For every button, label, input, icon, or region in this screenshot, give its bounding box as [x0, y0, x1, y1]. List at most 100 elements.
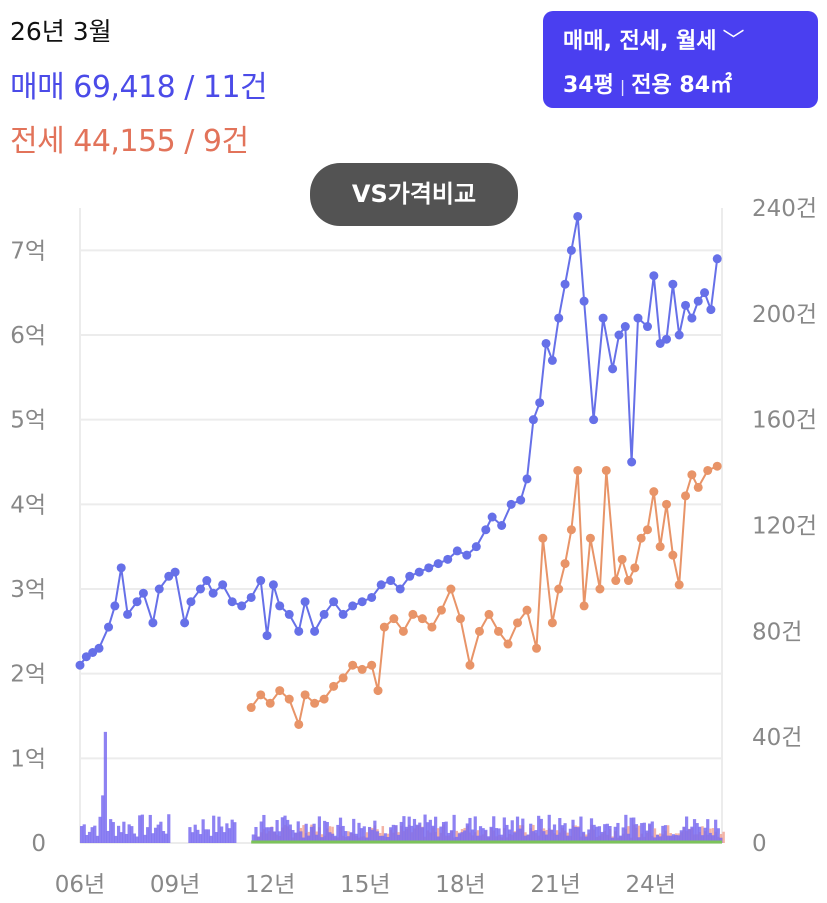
data-point	[227, 597, 237, 607]
data-point	[256, 690, 266, 700]
volume-bar	[603, 824, 607, 843]
data-point	[268, 580, 278, 590]
volume-bar	[360, 828, 364, 843]
volume-bar	[362, 826, 366, 843]
volume-bar	[106, 830, 110, 843]
volume-bar	[93, 825, 97, 843]
y-left-tick-label: 2억	[10, 662, 46, 688]
volume-bar	[103, 731, 107, 843]
data-point	[357, 597, 367, 607]
volume-bar	[352, 818, 356, 843]
y-right-tick-label: 0	[752, 831, 767, 857]
volume-bar	[381, 826, 385, 843]
volume-bar	[251, 834, 255, 843]
data-point	[623, 576, 633, 586]
y-right-tick-label: 80건	[752, 619, 802, 645]
data-point	[579, 296, 589, 306]
volume-bar	[370, 829, 374, 843]
data-point	[414, 567, 424, 577]
x-tick-label: 18년	[435, 872, 485, 898]
volume-bar	[407, 816, 411, 843]
volume-bar	[550, 829, 554, 843]
data-point	[373, 686, 383, 696]
filter-size-exclusive: 전용 84㎡	[631, 73, 733, 98]
volume-bar	[428, 819, 432, 843]
data-point	[265, 698, 275, 708]
data-point	[367, 660, 377, 670]
volume-bar	[280, 817, 284, 843]
volume-bar	[539, 818, 543, 843]
volume-bar	[222, 832, 226, 843]
volume-bar	[381, 835, 385, 843]
data-point	[617, 554, 627, 564]
volume-bar	[357, 822, 361, 843]
volume-bar	[116, 825, 121, 843]
data-point	[560, 559, 570, 569]
data-point	[633, 313, 643, 323]
data-point	[573, 211, 583, 221]
volume-bar	[581, 831, 586, 843]
volume-bar	[640, 823, 644, 843]
volume-bar	[592, 824, 596, 843]
volume-bar	[468, 817, 472, 843]
volume-bar	[579, 816, 583, 843]
data-point	[329, 597, 339, 607]
data-point	[687, 313, 697, 323]
volume-bar	[85, 834, 89, 843]
volume-bar	[502, 817, 506, 843]
volume-bar	[122, 821, 126, 843]
volume-bar	[526, 834, 530, 843]
volume-bar	[434, 816, 438, 843]
volume-bar	[307, 835, 311, 843]
volume-bar	[328, 832, 332, 843]
volume-bar	[294, 832, 298, 843]
volume-bar	[497, 828, 501, 843]
volume-bar	[650, 821, 654, 843]
volume-bar	[426, 822, 430, 843]
volume-bar	[111, 822, 115, 843]
vs-price-compare-button[interactable]: VS가격비교	[310, 163, 518, 226]
data-point	[554, 313, 564, 323]
volume-bar	[264, 827, 269, 843]
data-point	[379, 622, 389, 632]
data-point	[116, 563, 126, 573]
volume-bar	[257, 836, 261, 843]
volume-bar	[119, 832, 123, 843]
data-point	[386, 576, 396, 586]
data-point	[484, 609, 494, 619]
data-point	[513, 618, 523, 628]
volume-bar	[655, 834, 660, 843]
data-point	[348, 660, 358, 670]
volume-bar	[167, 814, 171, 843]
volume-bar	[558, 818, 562, 843]
x-tick-label: 09년	[150, 872, 200, 898]
volume-bar	[410, 825, 414, 843]
volume-bar	[542, 831, 546, 843]
data-point	[246, 703, 256, 713]
data-point	[294, 719, 304, 729]
volume-bar	[597, 826, 602, 843]
volume-bar	[159, 821, 163, 843]
volume-bar	[225, 823, 229, 843]
filter-size-row: 34평 | 전용 84㎡	[563, 67, 818, 99]
volume-bar	[320, 837, 324, 843]
volume-bar	[574, 826, 578, 843]
volume-bar	[471, 829, 475, 843]
chart-grid	[79, 208, 723, 844]
data-point	[532, 643, 542, 653]
volume-bar	[632, 817, 636, 843]
volume-bar	[521, 818, 525, 843]
volume-bar	[267, 827, 271, 843]
volume-bar	[375, 831, 380, 843]
x-tick-label: 12년	[245, 872, 295, 898]
trade-type-size-filter-button[interactable]: 매매, 전세, 월세 ﹀ 34평 | 전용 84㎡	[543, 11, 818, 108]
data-point	[487, 512, 497, 522]
volume-bar	[270, 826, 274, 843]
volume-bar	[220, 826, 224, 843]
volume-bar	[383, 833, 388, 843]
volume-bar	[637, 837, 641, 843]
volume-bar	[563, 823, 567, 843]
volume-bar	[423, 814, 427, 843]
data-point	[462, 550, 472, 560]
volume-bar	[437, 828, 440, 843]
